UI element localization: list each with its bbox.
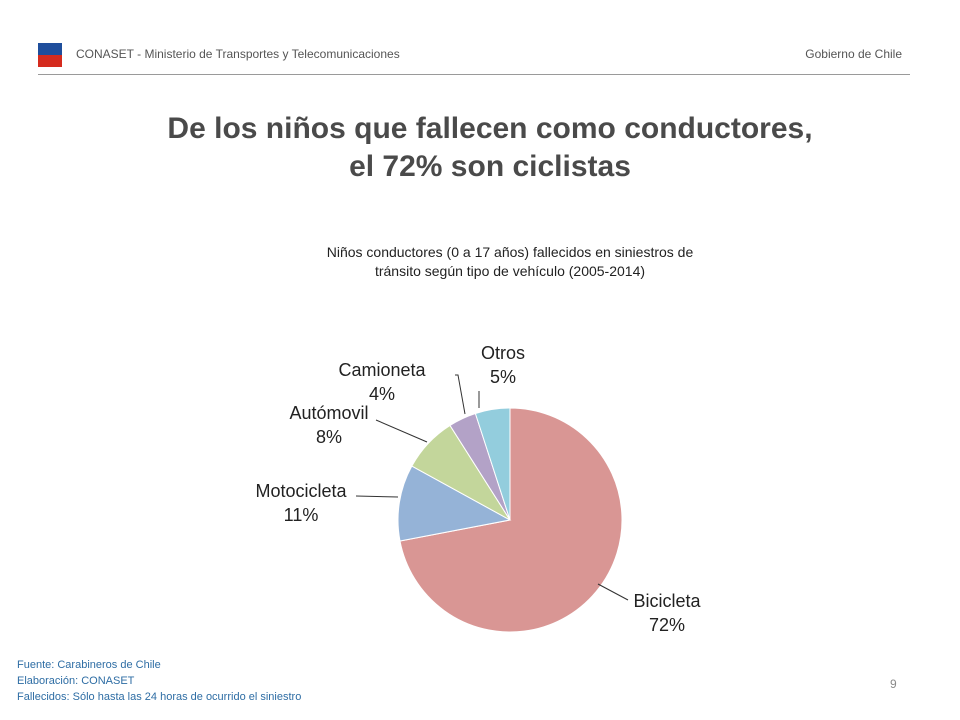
leader-line-camioneta: [455, 374, 466, 415]
value-label-otros: 5%: [490, 367, 516, 387]
pie-slice-otros: [474, 407, 511, 521]
leader-line-bicicleta: [597, 583, 629, 601]
value-label-automovil: 8%: [316, 427, 342, 447]
category-label-automovil: Autómovil: [289, 403, 368, 423]
category-label-motocicleta: Motocicleta: [255, 481, 347, 501]
leader-line-automovil: [375, 419, 428, 443]
chart-title-line-1: Niños conductores (0 a 17 años) fallecid…: [326, 244, 694, 260]
footer-note: Fallecidos: Sólo hasta las 24 horas de o…: [17, 691, 302, 703]
page-title-line-2: el 72% son ciclistas: [349, 150, 631, 183]
page-title: De los niños que fallecen como conductor…: [80, 110, 900, 186]
header-divider: [38, 74, 910, 75]
value-label-bicicleta: 72%: [649, 615, 685, 635]
footer-notes: Fuente: Carabineros de Chile Elaboración…: [17, 657, 301, 705]
chart-title: Niños conductores (0 a 17 años) fallecid…: [250, 243, 770, 281]
category-label-otros: Otros: [481, 343, 525, 363]
header-organization: CONASET - Ministerio de Transportes y Te…: [76, 47, 400, 61]
value-label-motocicleta: 11%: [284, 505, 319, 525]
chart-title-line-2: tránsito según tipo de vehículo (2005-20…: [374, 263, 646, 279]
footer-source: Fuente: Carabineros de Chile: [17, 659, 161, 671]
header-government: Gobierno de Chile: [805, 47, 902, 61]
pie-slice-motocicleta: [397, 465, 512, 542]
chile-flag-logo: [38, 43, 62, 67]
value-label-camioneta: 4%: [369, 384, 395, 404]
leader-line-motocicleta: [355, 495, 399, 498]
category-label-camioneta: Camioneta: [338, 360, 426, 380]
page-title-line-1: De los niños que fallecen como conductor…: [167, 112, 813, 145]
footer-elaboration: Elaboración: CONASET: [17, 675, 135, 687]
page-number: 9: [890, 677, 897, 691]
category-label-bicicleta: Bicicleta: [633, 591, 701, 611]
